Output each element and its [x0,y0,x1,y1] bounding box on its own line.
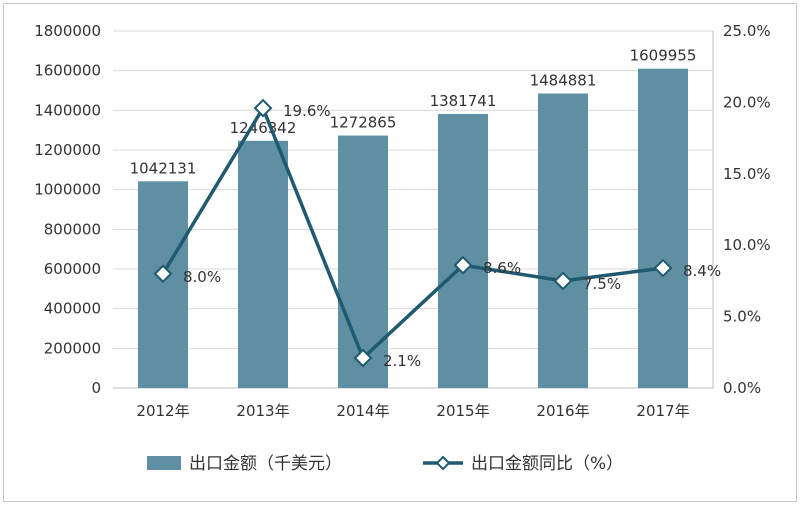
x-tick-label: 2016年 [536,402,589,420]
line-point-marker [253,98,273,118]
line-point-marker [153,264,173,284]
bar [238,140,288,388]
legend-marker-line [435,455,451,471]
line-data-label: 7.5% [583,275,621,293]
line-data-label: 19.6% [283,102,331,120]
bar-data-label: 1609955 [630,47,697,65]
left-tick-label: 800000 [44,220,101,238]
bar [438,113,488,388]
bar-data-label: 1381741 [430,92,497,110]
bar-data-label: 1042131 [130,159,197,177]
left-tick-label: 200000 [44,339,101,357]
bar-data-label: 1246342 [230,119,297,137]
bar [538,93,588,389]
x-tick-label: 2013年 [236,402,289,420]
x-tick-label: 2012年 [136,402,189,420]
right-tick-label: 25.0% [723,22,771,40]
line-point-marker [553,271,573,291]
chart-frame: 0 200000 400000 600000 800000 1000000 1200000 1… [3,3,797,502]
bar [138,181,188,388]
legend-label-line: 出口金额同比（%） [471,454,623,474]
bar [338,135,388,388]
legend-swatch-bar [147,456,181,470]
right-tick-label: 5.0% [723,308,761,326]
growth-line [161,106,664,360]
right-tick-label: 10.0% [723,236,771,254]
combo-chart: 0 200000 400000 600000 800000 1000000 1200000 1… [34,22,771,474]
x-tick-label: 2014年 [336,402,389,420]
x-tick-label: 2015年 [436,402,489,420]
bar-data-label: 1272865 [330,114,397,132]
bar-data-label: 1484881 [530,71,597,89]
x-tick-label: 2017年 [636,402,689,420]
line-point-marker [353,348,373,368]
line-data-label: 8.0% [183,268,221,286]
left-tick-label: 600000 [44,260,101,278]
line-data-label: 8.4% [683,262,721,280]
bar [638,68,688,388]
right-tick-label: 0.0% [723,379,761,397]
line-data-label: 2.1% [383,352,421,370]
left-tick-label: 1400000 [34,101,101,119]
line-point-marker [453,255,473,275]
line-point-marker [653,258,673,278]
left-tick-label: 1200000 [34,141,101,159]
right-tick-label: 15.0% [723,165,771,183]
legend-label-bar: 出口金额（千美元） [189,454,342,474]
left-tick-label: 1800000 [34,22,101,40]
right-tick-label: 20.0% [723,93,771,111]
line-data-label: 8.6% [483,259,521,277]
left-tick-label: 1600000 [34,62,101,80]
left-tick-label: 0 [91,379,101,397]
left-tick-label: 1000000 [34,181,101,199]
left-tick-label: 400000 [44,300,101,318]
